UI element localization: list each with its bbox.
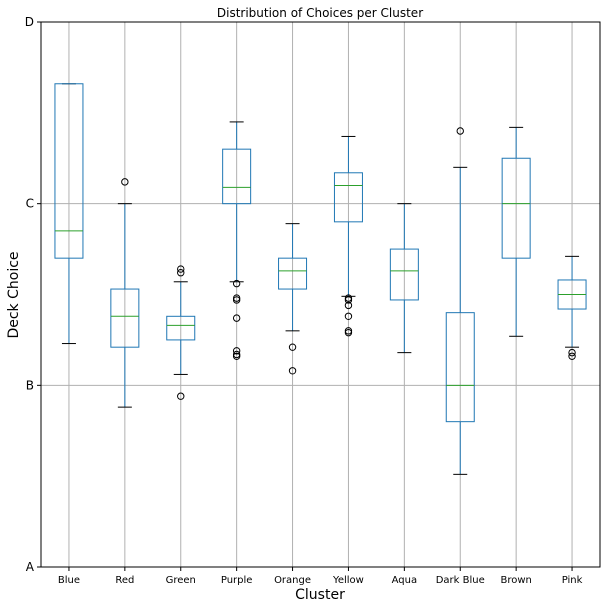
x-tick-label: Purple xyxy=(221,575,253,586)
outlier-point xyxy=(344,328,353,337)
iqr-box xyxy=(222,148,252,205)
iqr-box xyxy=(166,315,196,341)
box-group xyxy=(110,178,140,408)
iqr-box xyxy=(54,83,84,259)
x-tick-label: Dark Blue xyxy=(436,575,485,586)
box-group xyxy=(445,127,475,475)
iqr-box xyxy=(501,157,531,259)
x-tick-label: Yellow xyxy=(332,575,364,586)
x-tick-label: Red xyxy=(115,575,134,586)
outlier-point xyxy=(177,392,185,400)
x-tick-label: Orange xyxy=(274,575,311,586)
box-group xyxy=(389,203,419,354)
x-tick-label: Blue xyxy=(58,575,80,586)
box-group xyxy=(557,255,587,360)
x-tick-label: Brown xyxy=(500,575,531,586)
x-tick-label: Green xyxy=(166,575,196,586)
iqr-box xyxy=(445,312,475,423)
iqr-box xyxy=(389,248,419,301)
outlier-point xyxy=(232,279,241,288)
outlier-point xyxy=(232,296,241,304)
y-tick-label: A xyxy=(26,560,35,574)
plot-frame xyxy=(40,21,601,568)
outlier-point xyxy=(288,343,297,351)
box-group xyxy=(54,83,84,345)
outlier-point xyxy=(232,314,241,322)
outlier-point xyxy=(288,367,297,375)
box-group xyxy=(501,126,531,337)
iqr-box xyxy=(333,172,363,223)
chart-title: Distribution of Choices per Cluster xyxy=(217,6,423,20)
iqr-box xyxy=(110,288,140,348)
y-tick-label: B xyxy=(26,378,34,392)
y-tick-label: D xyxy=(25,15,34,29)
outlier-point xyxy=(121,178,129,186)
outlier-point xyxy=(177,269,185,277)
y-axis-label: Deck Choice xyxy=(6,251,22,338)
x-tick-label: Aqua xyxy=(392,575,417,586)
x-tick-label: Pink xyxy=(562,575,583,586)
outlier-point xyxy=(568,348,576,357)
ticks: Blue Red Green Purple Orange Yellow Aqua Dark B… xyxy=(25,15,583,586)
outlier-point xyxy=(232,352,241,360)
outlier-point xyxy=(232,347,241,355)
x-axis-label: Cluster xyxy=(295,587,345,603)
box-group xyxy=(222,121,252,360)
iqr-box xyxy=(278,257,308,290)
box-group xyxy=(166,265,196,400)
outlier-point xyxy=(344,296,353,304)
outlier-point xyxy=(344,312,353,320)
boxes xyxy=(54,83,587,475)
outlier-point xyxy=(456,127,464,135)
outlier-point xyxy=(177,265,185,273)
box-group xyxy=(278,223,308,375)
box-group xyxy=(333,135,363,337)
outlier-point xyxy=(344,301,353,310)
outlier-point xyxy=(568,352,576,360)
y-tick-label: C xyxy=(26,197,34,211)
